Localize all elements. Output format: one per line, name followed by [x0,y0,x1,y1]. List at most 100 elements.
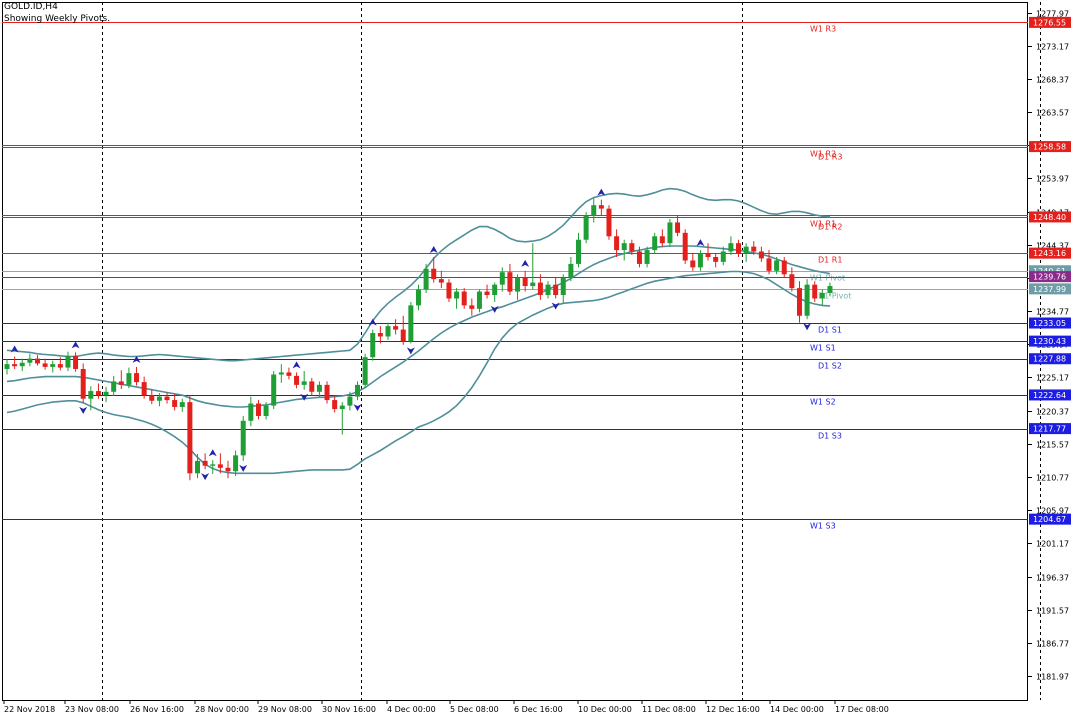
price-tag-3: 1243.16 [1033,249,1066,258]
price-tag-bg-5 [1029,271,1071,283]
candle-body-15 [118,381,124,385]
fractal-up-2 [132,355,141,363]
candle-body-51 [393,326,399,330]
candle-body-67 [515,277,521,292]
candle-body-10 [80,368,86,399]
candle-body-83 [636,251,642,264]
x-tick-label-6: 4 Dec 00:00 [387,705,436,714]
chart-subtitle: Showing Weekly Pivots. [4,14,111,24]
price-tag-bg-10 [1029,389,1071,401]
y-tick-label-0: 1277.97 [1036,10,1069,19]
candle-body-41 [316,384,322,392]
chart-symbol-title: GOLD.ID,H4 [4,2,58,12]
candle-body-36 [278,372,284,375]
candle-body-12 [95,391,101,396]
x-tick-label-13: 17 Dec 08:00 [835,705,889,714]
x-tick-label-3: 28 Nov 00:00 [195,705,249,714]
candle-body-104 [796,288,802,316]
candle-body-89 [682,232,688,261]
x-tick-label-2: 26 Nov 16:00 [130,705,184,714]
candle-body-59 [454,291,460,299]
candle-body-11 [88,391,94,399]
fractal-up-1 [71,341,80,349]
y-tick-label-5: 1253.97 [1036,175,1069,184]
fractal-down-1 [201,473,210,481]
pivot-label-0: W1 R3 [810,25,836,34]
fractal-down-3 [300,393,309,401]
y-tick-label-3: 1263.57 [1036,109,1069,118]
candle-body-68 [522,277,528,287]
price-tag-6: 1237.99 [1033,285,1066,294]
candle-body-55 [423,268,429,290]
candle-body-87 [667,222,673,244]
candle-body-63 [484,291,490,296]
price-tag-bg-12 [1029,513,1071,525]
candle-body-18 [141,382,147,396]
x-tick-label-5: 30 Nov 16:00 [322,705,376,714]
price-tag-8: 1230.43 [1033,337,1066,346]
bollinger-upper [6,187,831,362]
candle-body-45 [347,396,353,406]
candle-body-71 [545,284,551,296]
fractal-down-2 [239,464,248,472]
price-tag-bg-0 [1029,16,1071,28]
fractal-up-8 [597,188,606,196]
price-tag-bg-6 [1029,283,1071,295]
candle-body-20 [156,396,162,401]
candle-body-40 [309,381,315,392]
candle-body-102 [781,260,787,275]
candle-body-107 [819,292,825,299]
candle-body-85 [652,236,658,251]
candle-body-93 [713,257,719,262]
candle-body-70 [537,282,543,296]
bollinger-lower [6,270,831,475]
candle-body-101 [774,260,780,271]
candle-body-49 [377,333,383,337]
fractal-up-7 [521,259,530,267]
fractal-down-4 [353,404,362,412]
candle-body-81 [621,243,627,251]
candle-body-26 [202,460,208,466]
y-tick-label-11: 1225.17 [1036,374,1069,383]
candle-body-94 [720,251,726,262]
pivot-label-3: D1 R1 [818,256,842,265]
price-tag-0: 1276.55 [1033,18,1066,27]
candle-body-61 [469,305,475,309]
pivot-label-1: W1 R2 [810,150,836,159]
candle-body-58 [446,282,452,299]
candle-body-5 [42,363,48,367]
candle-body-69 [530,282,536,287]
candle-body-19 [149,395,155,401]
candle-body-29 [225,467,231,472]
candle-body-34 [263,405,269,416]
candle-body-57 [438,279,444,283]
pivot-label-11: D1 S3 [818,432,842,441]
x-tick-label-0: 22 Nov 2018 [4,705,55,714]
candle-body-106 [812,284,818,299]
y-tick-label-17: 1196.37 [1036,574,1069,583]
candle-body-72 [553,284,559,296]
candle-body-17 [134,373,140,383]
y-tick-label-1: 1273.17 [1036,43,1069,52]
plot-frame [2,2,1028,701]
candle-body-9 [73,355,79,369]
candle-body-43 [332,400,338,410]
fractal-up-0 [10,345,19,353]
price-tag-bg-1 [1029,141,1071,153]
y-tick-label-14: 1210.77 [1036,474,1069,483]
price-tag-bg-7 [1029,317,1071,329]
candle-body-77 [591,205,597,216]
candle-body-48 [370,333,376,358]
candle-body-22 [172,400,178,407]
pivot-label-10: W1 S2 [810,398,836,407]
candle-body-6 [50,364,56,367]
candle-body-13 [103,391,109,396]
pivot-label-7: D1 S1 [818,326,842,335]
price-tag-bg-2 [1029,211,1071,223]
candle-body-80 [614,236,620,251]
fractal-up-6 [429,246,438,254]
candle-body-24 [187,402,193,474]
candle-body-38 [294,375,300,385]
